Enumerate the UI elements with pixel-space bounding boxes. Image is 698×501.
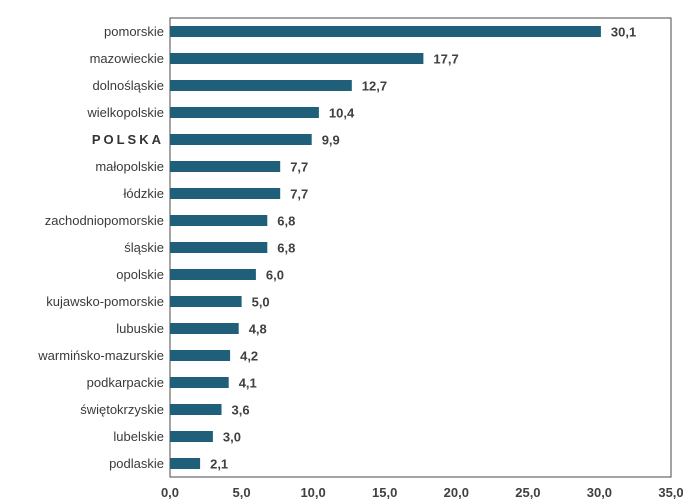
value-label-podkarpackie: 4,1: [239, 376, 257, 391]
value-label-kujawsko-pomorskie: 5,0: [252, 295, 270, 310]
category-label-podlaskie: podlaskie: [109, 456, 164, 471]
category-label-lubelskie: lubelskie: [113, 429, 164, 444]
x-axis-ticks: 0,0 5,0 10,0 15,0 20,0 25,0 30,0 35,0: [161, 485, 684, 500]
category-label-łódzkie: łódzkie: [124, 186, 164, 201]
bar-podkarpackie: [170, 377, 229, 388]
value-label-podlaskie: 2,1: [210, 457, 228, 472]
bar-kujawsko-pomorskie: [170, 296, 242, 307]
category-label-świętokrzyskie: świętokrzyskie: [80, 402, 164, 417]
value-label-pomorskie: 30,1: [611, 25, 636, 40]
value-label-małopolskie: 7,7: [290, 160, 308, 175]
value-label-zachodniopomorskie: 6,8: [277, 214, 295, 229]
bar-lubuskie: [170, 323, 239, 334]
category-label-kujawsko-pomorskie: kujawsko-pomorskie: [46, 294, 164, 309]
category-label-zachodniopomorskie: zachodniopomorskie: [45, 213, 164, 228]
value-labels: 30,1 17,7 12,7 10,4 9,9 7,7 7,7 6,8 6,8 6,0 5,0 4,8…: [210, 25, 636, 472]
category-label-dolnośląskie: dolnośląskie: [92, 78, 164, 93]
bar-zachodniopomorskie: [170, 215, 268, 226]
value-label-warmińsko-mazurskie: 4,2: [240, 349, 258, 364]
value-label-polska: 9,9: [322, 133, 340, 148]
x-tick-label: 35,0: [658, 485, 683, 500]
x-tick-label: 5,0: [233, 485, 251, 500]
value-label-lubelskie: 3,0: [223, 430, 241, 445]
x-tick-label: 25,0: [515, 485, 540, 500]
bar-wielkopolskie: [170, 107, 319, 118]
value-label-łódzkie: 7,7: [290, 187, 308, 202]
category-label-podkarpackie: podkarpackie: [87, 375, 164, 390]
x-tick-label: 0,0: [161, 485, 179, 500]
bar-opolskie: [170, 269, 256, 280]
category-label-małopolskie: małopolskie: [95, 159, 164, 174]
category-labels: pomorskie mazowieckie dolnośląskie wielkopo…: [37, 24, 164, 471]
category-label-warmińsko-mazurskie: warmińsko-mazurskie: [37, 348, 164, 363]
bar-warmińsko-mazurskie: [170, 350, 231, 361]
value-label-lubuskie: 4,8: [249, 322, 267, 337]
x-tick-label: 15,0: [372, 485, 397, 500]
category-label-wielkopolskie: wielkopolskie: [86, 105, 164, 120]
category-label-lubuskie: lubuskie: [116, 321, 164, 336]
value-label-świętokrzyskie: 3,6: [232, 403, 250, 418]
bar-świętokrzyskie: [170, 404, 222, 415]
category-label-opolskie: opolskie: [116, 267, 164, 282]
bar-pomorskie: [170, 26, 601, 37]
bar-małopolskie: [170, 161, 281, 172]
value-label-wielkopolskie: 10,4: [329, 106, 355, 121]
value-label-opolskie: 6,0: [266, 268, 284, 283]
category-label-polska: POLSKA: [92, 132, 164, 147]
bar-lubelskie: [170, 431, 213, 442]
value-label-śląskie: 6,8: [277, 241, 295, 256]
bar-łódzkie: [170, 188, 281, 199]
bar-polska: [170, 134, 312, 145]
value-label-dolnośląskie: 12,7: [362, 79, 387, 94]
bar-śląskie: [170, 242, 268, 253]
bars-group: [170, 26, 601, 469]
bar-mazowieckie: [170, 53, 424, 64]
category-label-mazowieckie: mazowieckie: [90, 51, 164, 66]
x-tick-label: 30,0: [587, 485, 612, 500]
bar-dolnośląskie: [170, 80, 352, 91]
value-label-mazowieckie: 17,7: [433, 52, 458, 67]
category-label-pomorskie: pomorskie: [104, 24, 164, 39]
x-tick-label: 20,0: [444, 485, 469, 500]
bar-podlaskie: [170, 458, 201, 469]
category-label-śląskie: śląskie: [124, 240, 164, 255]
x-tick-label: 10,0: [300, 485, 325, 500]
